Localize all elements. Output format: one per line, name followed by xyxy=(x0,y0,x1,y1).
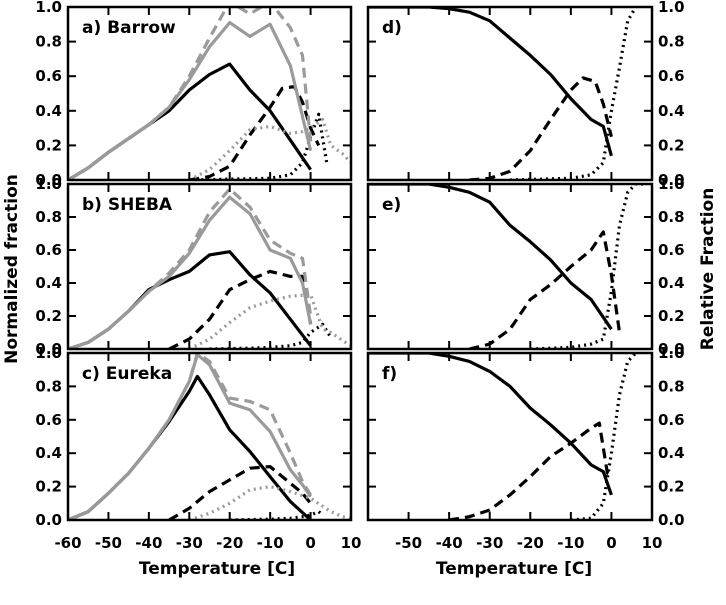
y-tick-label-b: 1.0 xyxy=(35,175,62,193)
series-line-a-black-dashed xyxy=(189,84,321,180)
series-line-d-black-dotted xyxy=(509,7,638,180)
series-line-f-black-solid xyxy=(368,353,613,496)
y-tick-label-a: 0.2 xyxy=(35,136,62,154)
panel-label-c: c) Eureka xyxy=(82,364,172,384)
x-tick-label-c: 10 xyxy=(341,534,362,552)
x-tick-label-c: 0 xyxy=(305,534,315,552)
y-tick-label-b: 0.4 xyxy=(35,274,62,292)
plot-frame-e xyxy=(366,182,654,351)
series-line-c-black-dotted xyxy=(229,510,324,520)
y-tick-label-a: 0.8 xyxy=(35,33,62,51)
series-line-f-black-dotted xyxy=(570,353,637,520)
y-tick-label-c: 0.2 xyxy=(35,478,62,496)
plot-frame-f xyxy=(366,351,654,522)
y-tick-label-f: 0.8 xyxy=(658,377,685,395)
y-tick-label-e: 0.4 xyxy=(658,274,685,292)
x-tick-label-c: -40 xyxy=(135,534,162,552)
y-tick-label-d: 0.0 xyxy=(658,171,685,189)
y-axis-title-right: Relative Fraction xyxy=(698,188,718,351)
series-line-b-black-dashed xyxy=(168,269,313,349)
series-line-b-gray-dotted xyxy=(188,293,351,349)
y-tick-label-f: 0.4 xyxy=(658,444,685,462)
panel-label-a: a) Barrow xyxy=(82,18,176,38)
y-tick-label-b: 0.6 xyxy=(35,241,62,259)
y-tick-label-c: 0.0 xyxy=(35,511,62,529)
y-tick-label-e: 0.8 xyxy=(658,208,685,226)
x-tick-label-f: -40 xyxy=(436,534,463,552)
series-line-a-black-dotted xyxy=(189,112,329,180)
series-line-a-gray-dotted xyxy=(188,117,351,180)
y-tick-label-e: 1.0 xyxy=(658,175,685,193)
series-line-f-black-dashed xyxy=(448,421,613,520)
series-line-c-gray-dashed xyxy=(107,353,312,496)
series-line-d-black-solid xyxy=(368,7,613,157)
y-tick-label-a: 0.0 xyxy=(35,171,62,189)
y-tick-label-d: 0.2 xyxy=(658,136,685,154)
y-tick-label-a: 1.0 xyxy=(35,0,62,16)
y-tick-label-a: 0.4 xyxy=(35,102,62,120)
x-tick-label-c: -60 xyxy=(54,534,81,552)
plot-frame-c xyxy=(66,351,353,522)
y-tick-label-e: 0.2 xyxy=(658,307,685,325)
y-axis-title-left: Normalized fraction xyxy=(2,174,22,364)
y-tick-label-c: 1.0 xyxy=(35,344,62,362)
y-tick-label-f: 1.0 xyxy=(658,344,685,362)
y-tick-label-f: 0.2 xyxy=(658,478,685,496)
x-tick-label-f: -50 xyxy=(395,534,422,552)
x-axis-title-left: Temperature [C] xyxy=(139,559,295,579)
y-tick-label-d: 1.0 xyxy=(658,0,685,16)
series-line-d-black-dashed xyxy=(469,76,613,180)
y-tick-label-b: 0.0 xyxy=(35,340,62,358)
series-line-e-black-dashed xyxy=(469,230,622,349)
y-tick-label-b: 0.2 xyxy=(35,307,62,325)
y-tick-label-d: 0.4 xyxy=(658,102,685,120)
y-tick-label-f: 0.6 xyxy=(658,411,685,429)
y-tick-label-d: 0.8 xyxy=(658,33,685,51)
series-line-e-black-solid xyxy=(368,184,613,331)
series-line-a-gray-dashed xyxy=(107,7,313,154)
series-line-e-black-dotted xyxy=(530,184,644,349)
y-tick-label-c: 0.4 xyxy=(35,444,62,462)
x-tick-label-c: -50 xyxy=(95,534,122,552)
series-line-b-black-solid xyxy=(68,250,312,349)
x-tick-label-c: -10 xyxy=(257,534,284,552)
y-tick-label-d: 0.6 xyxy=(658,67,685,85)
panel-label-b: b) SHEBA xyxy=(82,195,173,215)
panel-label-f: f) xyxy=(382,364,397,384)
plot-frame-a xyxy=(66,5,353,182)
x-tick-label-c: -30 xyxy=(176,534,203,552)
panel-label-d: d) xyxy=(382,18,402,38)
series-line-c-black-dashed xyxy=(168,465,312,520)
x-tick-label-f: -30 xyxy=(476,534,503,552)
x-tick-label-f: 0 xyxy=(606,534,616,552)
y-tick-label-c: 0.8 xyxy=(35,377,62,395)
y-tick-label-f: 0.0 xyxy=(658,511,685,529)
y-tick-label-b: 0.8 xyxy=(35,208,62,226)
x-tick-label-f: -10 xyxy=(557,534,584,552)
y-tick-label-c: 0.6 xyxy=(35,411,62,429)
y-tick-label-e: 0.0 xyxy=(658,340,685,358)
plot-frame-d xyxy=(366,5,654,182)
panel-label-e: e) xyxy=(382,195,401,215)
y-tick-label-e: 0.6 xyxy=(658,241,685,259)
x-tick-label-f: 10 xyxy=(642,534,663,552)
x-tick-label-c: -20 xyxy=(216,534,243,552)
series-line-b-gray-dashed xyxy=(107,187,313,331)
plot-frame-b xyxy=(66,182,353,351)
x-axis-title-right: Temperature [C] xyxy=(436,559,592,579)
y-tick-label-a: 0.6 xyxy=(35,67,62,85)
x-tick-label-f: -20 xyxy=(517,534,544,552)
